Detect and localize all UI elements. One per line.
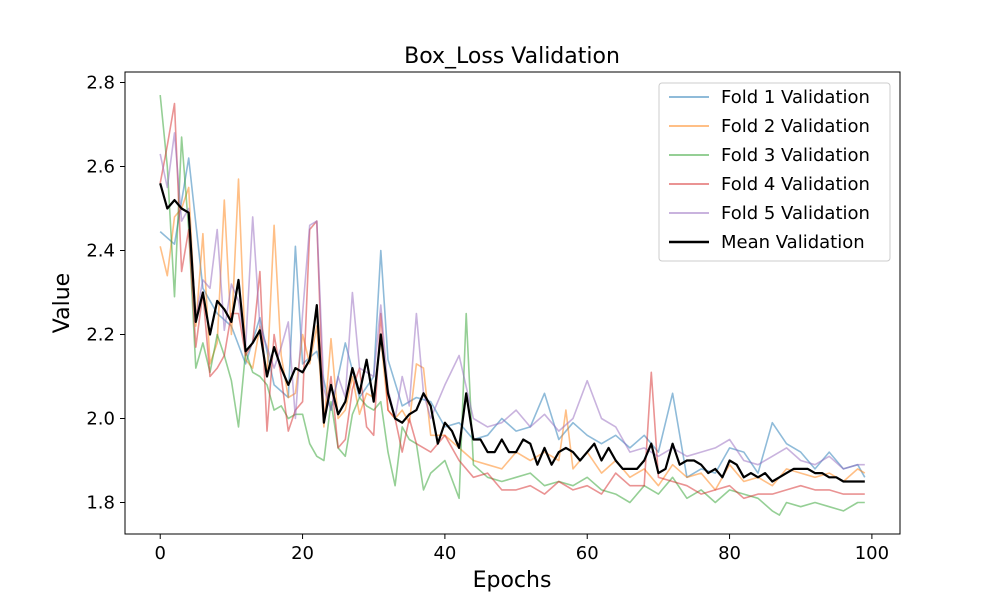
legend-box (658, 82, 891, 262)
legend-label-fold-2-validation: Fold 2 Validation (721, 116, 870, 137)
y-tick-label: 1.8 (86, 493, 115, 514)
legend-label-fold-3-validation: Fold 3 Validation (721, 145, 870, 166)
x-tick-label: 60 (576, 543, 599, 564)
y-tick-label: 2.2 (86, 325, 115, 346)
series-line-fold-3-validation (159, 95, 865, 516)
x-tick-label: 40 (433, 543, 456, 564)
series-line-fold-2-validation (159, 178, 866, 491)
y-axis-label: Value (50, 273, 75, 333)
legend-label-mean-validation: Mean Validation (721, 232, 865, 253)
legend-label-fold-5-validation: Fold 5 Validation (721, 203, 870, 224)
plot-lines (159, 95, 866, 516)
legend-label-fold-1-validation: Fold 1 Validation (721, 87, 870, 108)
x-tick-label: 20 (291, 543, 314, 564)
series-line-fold-4-validation (159, 102, 865, 500)
series-line-mean-validation (159, 183, 865, 483)
x-tick-label: 80 (718, 543, 741, 564)
x-axis: 0 20 40 60 80 100 (155, 534, 889, 564)
y-axis: 1.8 2.0 2.2 2.4 2.6 2.8 (86, 73, 125, 514)
x-tick-label: 100 (855, 543, 889, 564)
legend: Fold 1 Validation Fold 2 Validation Fold 3… (658, 82, 891, 262)
x-tick-label: 0 (155, 543, 166, 564)
chart-title: Box_Loss Validation (404, 44, 620, 69)
y-tick-label: 2.6 (86, 157, 115, 178)
legend-label-fold-4-validation: Fold 4 Validation (721, 174, 870, 195)
y-tick-label: 2.0 (86, 409, 115, 430)
y-tick-label: 2.4 (86, 241, 115, 262)
plot-frame (124, 71, 901, 535)
x-axis-label: Epochs (473, 568, 552, 593)
y-tick-label: 2.8 (86, 73, 115, 94)
